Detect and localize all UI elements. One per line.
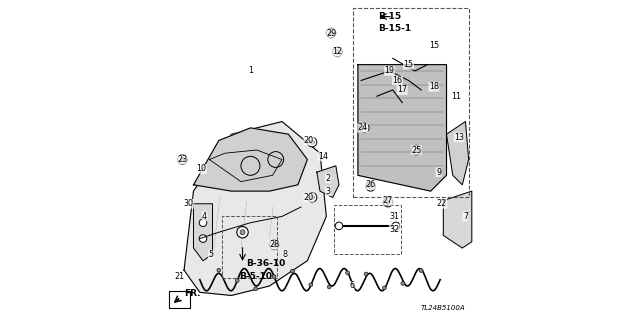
Circle shape <box>360 123 369 133</box>
Text: 10: 10 <box>196 165 207 174</box>
Text: 18: 18 <box>429 82 439 91</box>
Text: 29: 29 <box>326 28 336 38</box>
Circle shape <box>309 283 313 287</box>
Circle shape <box>419 269 423 272</box>
Text: 21: 21 <box>174 272 184 281</box>
Text: 26: 26 <box>365 180 376 189</box>
Text: 25: 25 <box>412 145 422 154</box>
Text: 6: 6 <box>349 281 354 291</box>
Polygon shape <box>358 65 447 191</box>
Circle shape <box>401 281 404 285</box>
Circle shape <box>180 157 185 162</box>
Text: 8: 8 <box>283 250 288 259</box>
Text: B-15-1: B-15-1 <box>378 24 412 33</box>
Circle shape <box>329 31 333 35</box>
Text: 5: 5 <box>209 250 214 259</box>
Text: TL24B5100A: TL24B5100A <box>421 305 465 311</box>
Circle shape <box>310 195 314 200</box>
Text: 16: 16 <box>392 76 403 85</box>
Circle shape <box>199 235 207 242</box>
Text: B-5-10: B-5-10 <box>239 272 273 281</box>
Circle shape <box>199 219 207 226</box>
Polygon shape <box>193 128 307 191</box>
Circle shape <box>307 137 317 147</box>
Circle shape <box>412 145 421 155</box>
Text: 15: 15 <box>429 41 439 50</box>
Circle shape <box>335 222 343 230</box>
Circle shape <box>383 197 393 207</box>
Text: 13: 13 <box>454 133 464 142</box>
Text: 17: 17 <box>397 85 407 94</box>
Circle shape <box>414 148 419 152</box>
Circle shape <box>237 226 248 238</box>
Text: 19: 19 <box>385 66 395 76</box>
Text: 23: 23 <box>177 155 188 164</box>
Text: 32: 32 <box>389 225 399 234</box>
Circle shape <box>307 193 317 202</box>
Circle shape <box>272 243 276 247</box>
Text: 22: 22 <box>436 199 447 208</box>
Circle shape <box>383 286 387 290</box>
Text: 4: 4 <box>202 212 207 221</box>
Polygon shape <box>444 191 472 248</box>
Polygon shape <box>317 166 339 197</box>
Polygon shape <box>193 204 212 261</box>
Polygon shape <box>447 122 468 185</box>
Text: 14: 14 <box>318 152 328 161</box>
Circle shape <box>362 126 367 130</box>
Text: 20: 20 <box>304 136 314 145</box>
Circle shape <box>335 50 340 54</box>
Text: 20: 20 <box>304 193 314 202</box>
Circle shape <box>327 285 331 289</box>
Circle shape <box>310 140 314 144</box>
Circle shape <box>178 155 187 164</box>
Circle shape <box>217 268 221 272</box>
Circle shape <box>366 182 375 191</box>
Circle shape <box>326 28 336 38</box>
Circle shape <box>240 230 245 235</box>
Circle shape <box>253 287 257 291</box>
Text: B-36-10: B-36-10 <box>246 259 285 268</box>
Text: 9: 9 <box>436 168 441 177</box>
Text: 3: 3 <box>325 187 330 196</box>
Text: 31: 31 <box>389 212 399 221</box>
Circle shape <box>392 222 400 230</box>
Text: 28: 28 <box>269 241 279 249</box>
Circle shape <box>333 47 342 57</box>
Text: 27: 27 <box>383 196 393 205</box>
Text: 2: 2 <box>325 174 330 183</box>
Text: 7: 7 <box>463 212 468 221</box>
Text: 30: 30 <box>184 199 194 208</box>
Text: 24: 24 <box>358 123 368 132</box>
Text: 15: 15 <box>403 60 413 69</box>
Circle shape <box>369 184 373 189</box>
Circle shape <box>346 271 349 275</box>
Circle shape <box>272 275 276 278</box>
Text: 1: 1 <box>248 66 253 76</box>
Circle shape <box>269 240 279 250</box>
Circle shape <box>386 200 390 204</box>
Circle shape <box>236 279 239 282</box>
Text: FR.: FR. <box>184 289 200 298</box>
Circle shape <box>364 272 368 276</box>
Text: B-15: B-15 <box>378 12 402 21</box>
Circle shape <box>291 269 294 273</box>
Polygon shape <box>184 122 326 295</box>
Text: 11: 11 <box>451 92 461 101</box>
Text: 12: 12 <box>332 48 342 56</box>
